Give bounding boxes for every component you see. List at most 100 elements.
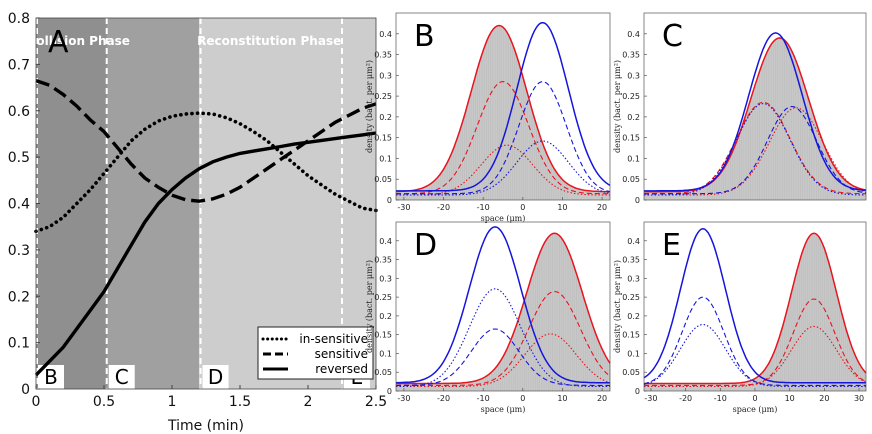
y-tick-label: 0.25 bbox=[622, 293, 640, 302]
y-tick-label: 0.2 bbox=[627, 312, 640, 321]
curve-red-sensitive bbox=[396, 290, 611, 386]
phase-label-reconstitution: Reconstitution Phase bbox=[197, 34, 341, 48]
shaded-area bbox=[396, 233, 610, 391]
y-tick-label: 0.2 bbox=[379, 312, 392, 321]
x-tick-label: 20 bbox=[597, 203, 607, 212]
series-sensitive bbox=[35, 78, 377, 203]
y-tick-label: 0.25 bbox=[622, 92, 640, 101]
x-tick-label: 20 bbox=[819, 394, 829, 403]
x-tick-label: -10 bbox=[477, 394, 490, 403]
curve-blue-total bbox=[396, 21, 611, 192]
y-tick-label: 0.4 bbox=[8, 197, 30, 213]
y-tick-label: 0.35 bbox=[622, 256, 640, 265]
curve-red-sensitive bbox=[644, 298, 867, 386]
y-tick-label: 0.2 bbox=[627, 113, 640, 122]
y-tick-label: 0.15 bbox=[374, 331, 392, 340]
y-tick-label: 0.15 bbox=[622, 134, 640, 143]
x-tick-label: -20 bbox=[679, 394, 692, 403]
curve-blue-total bbox=[396, 226, 610, 384]
y-tick-label: 0.1 bbox=[379, 349, 392, 358]
x-tick-label: -20 bbox=[437, 394, 450, 403]
y-tick-label: 0 bbox=[21, 382, 30, 398]
axes-frame bbox=[643, 12, 867, 201]
x-tick-label: -10 bbox=[714, 394, 727, 403]
y-tick-label: 0.1 bbox=[379, 154, 392, 163]
y-tick-label: 0 bbox=[635, 387, 640, 396]
curve-blue-total bbox=[644, 32, 867, 192]
y-tick-label: 0.05 bbox=[374, 368, 392, 377]
y-tick-label: 0.4 bbox=[379, 237, 392, 246]
series-reversed bbox=[34, 131, 377, 377]
y-axis-label: density (bact. per μm²) bbox=[365, 60, 374, 153]
y-tick-label: 0.05 bbox=[374, 175, 392, 184]
y-tick-label: 0.7 bbox=[8, 57, 30, 73]
x-tick-label: 0 bbox=[752, 394, 757, 403]
y-axis-label: density (bact. per μm²) bbox=[613, 60, 622, 153]
x-tick-label: 1.5 bbox=[229, 394, 251, 410]
y-tick-label: 0 bbox=[387, 387, 392, 396]
curve-blue-sensitive bbox=[643, 296, 866, 386]
y-tick-label: 0.25 bbox=[374, 92, 392, 101]
y-tick-label: 0.2 bbox=[8, 289, 30, 305]
shaded-area bbox=[644, 37, 866, 201]
axes-frame bbox=[395, 221, 611, 392]
x-axis-label-a: Time (min) bbox=[167, 418, 244, 434]
shaded-area bbox=[396, 25, 610, 200]
curve-red-in-sensitive bbox=[396, 333, 611, 388]
phase-label-collision: Collision Phase bbox=[28, 34, 130, 48]
x-axis-label: space (μm) bbox=[481, 214, 526, 223]
y-tick-label: 0.3 bbox=[379, 274, 392, 283]
curve-blue-in-sensitive bbox=[396, 288, 610, 388]
y-tick-label: 0.05 bbox=[622, 368, 640, 377]
panel-d: 0 0.05 0.1 0.15 0.2 0.25 0.3 0.35 0.4 -30 -20 -10 0 1… bbox=[365, 221, 611, 414]
y-tick-label: 0.3 bbox=[8, 243, 30, 259]
y-tick-label: 0.1 bbox=[627, 349, 640, 358]
curve-blue-sensitive bbox=[644, 105, 867, 195]
y-tick-label: 0.4 bbox=[627, 237, 640, 246]
y-tick-label: 0.05 bbox=[622, 175, 640, 184]
panel-letter-a: A bbox=[48, 25, 69, 60]
y-tick-label: 0.15 bbox=[374, 134, 392, 143]
early-collision-band bbox=[36, 18, 107, 389]
panel-letter-e: E bbox=[662, 228, 681, 263]
panel-letter-c: C bbox=[662, 19, 683, 54]
x-tick-label: 0.5 bbox=[93, 394, 115, 410]
y-axis-label: density (bact. per μm²) bbox=[613, 260, 622, 353]
legend-entry-sensitive: sensitive bbox=[315, 347, 368, 361]
x-tick-label: 10 bbox=[557, 394, 567, 403]
x-tick-label: -30 bbox=[644, 394, 657, 403]
y-tick-label: 0.1 bbox=[627, 154, 640, 163]
curve-red-sensitive bbox=[644, 101, 866, 195]
panel-c: 0 0.05 0.1 0.15 0.2 0.25 0.3 0.35 0.4 density (ba… bbox=[613, 12, 867, 205]
y-tick-label: 0.3 bbox=[627, 274, 640, 283]
y-tick-label: 0.15 bbox=[622, 331, 640, 340]
y-tick-label: 0.25 bbox=[374, 293, 392, 302]
x-tick-label: 20 bbox=[597, 394, 607, 403]
y-tick-label: 0.5 bbox=[8, 150, 30, 166]
y-axis-label: density (bact. per μm²) bbox=[365, 260, 374, 353]
curve-red-total bbox=[396, 24, 610, 193]
panel-b: 0 0.05 0.1 0.15 0.2 0.25 0.3 0.35 0.4 -30 -20 -10 0 1… bbox=[365, 12, 611, 223]
y-tick-label: 0.3 bbox=[627, 71, 640, 80]
y-tick-label: 0.8 bbox=[8, 11, 30, 27]
y-tick-label: 0.2 bbox=[379, 113, 392, 122]
x-tick-label: 0 bbox=[520, 203, 525, 212]
x-tick-label: -30 bbox=[397, 394, 410, 403]
y-tick-label: 0.4 bbox=[379, 30, 392, 39]
series-in-sensitive bbox=[34, 111, 378, 234]
x-tick-label: 0 bbox=[32, 394, 41, 410]
y-tick-label: 0.3 bbox=[379, 71, 392, 80]
x-tick-label: -20 bbox=[437, 203, 450, 212]
x-tick-label: 10 bbox=[785, 394, 795, 403]
marker-box-d bbox=[202, 365, 229, 389]
axes-frame bbox=[395, 12, 611, 201]
x-tick-label: -10 bbox=[477, 203, 490, 212]
x-tick-label: 2.5 bbox=[365, 394, 387, 410]
y-tick-label: 0.35 bbox=[622, 51, 640, 60]
y-tick-label: 0 bbox=[635, 196, 640, 205]
curve-blue-total bbox=[643, 228, 866, 384]
curve-blue-in-sensitive bbox=[643, 323, 866, 388]
